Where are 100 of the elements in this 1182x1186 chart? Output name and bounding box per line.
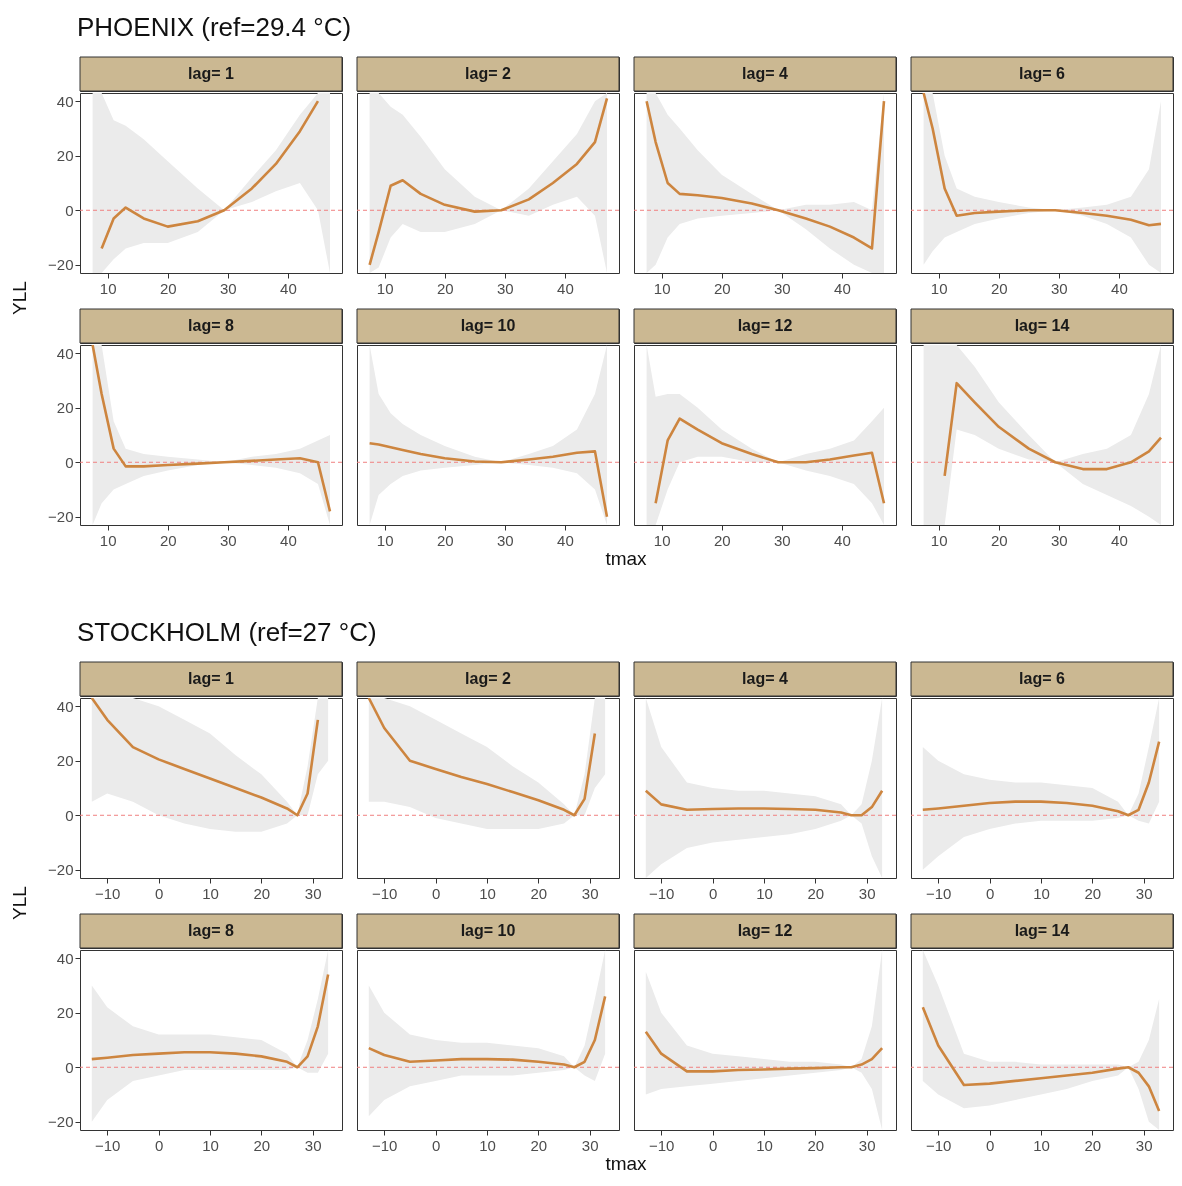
x-tick-label: 30 (496, 279, 514, 297)
x-tick-label: 20 (713, 531, 731, 549)
x-tick-label: 30 (1050, 531, 1068, 549)
x-tick-label: 0 (985, 884, 995, 902)
y-tick-label: 40 (56, 344, 74, 362)
text: PHOENIX (ref=29.4 °C) (77, 12, 352, 43)
chart-title: lag= 6 (1019, 670, 1065, 687)
y-tick-label: 0 (65, 453, 74, 471)
x-tick-label: 40 (280, 531, 297, 549)
x-tick-label: 20 (530, 884, 548, 902)
x-tick-label: 30 (496, 531, 514, 549)
y-tick-label: 20 (56, 399, 74, 417)
x-tick-label: −10 (95, 1136, 121, 1154)
y-axis-title: YLL (9, 886, 31, 920)
chart-title: lag= 2 (465, 65, 511, 82)
x-tick-label: 0 (985, 1136, 995, 1154)
x-tick-label: 10 (653, 531, 671, 549)
chart-title: lag= 4 (742, 670, 788, 687)
x-tick-label: 0 (431, 1136, 441, 1154)
x-tick-label: 10 (99, 531, 117, 549)
x-tick-label: 30 (1050, 279, 1068, 297)
x-tick-label: 0 (431, 884, 441, 902)
chart-title: lag= 4 (742, 65, 788, 82)
x-tick-label: 10 (99, 279, 117, 297)
y-tick-label: −20 (48, 256, 74, 274)
x-tick-label: 10 (756, 1136, 773, 1154)
x-tick-label: 10 (376, 531, 394, 549)
x-tick-label: 30 (304, 884, 322, 902)
x-tick-label: 20 (1084, 1136, 1102, 1154)
x-tick-label: 40 (834, 279, 851, 297)
x-tick-label: 30 (773, 279, 791, 297)
x-tick-label: 30 (304, 1136, 322, 1154)
x-tick-label: 20 (713, 279, 731, 297)
x-tick-label: −10 (926, 1136, 952, 1154)
y-tick-label: 0 (65, 806, 74, 824)
x-axis-title: tmax (605, 1153, 647, 1175)
y-tick-label: 40 (56, 949, 74, 967)
x-tick-label: 40 (557, 279, 574, 297)
x-tick-label: 20 (990, 531, 1008, 549)
chart-title: lag= 12 (737, 317, 793, 334)
text: STOCKHOLM (ref=27 °C) (77, 617, 377, 648)
x-tick-label: 20 (159, 531, 177, 549)
chart-title: lag= 1 (188, 670, 234, 687)
chart-title: lag= 12 (737, 922, 793, 939)
chart-title: lag= 14 (1014, 922, 1070, 939)
x-tick-label: 10 (1033, 1136, 1050, 1154)
x-tick-label: 10 (930, 531, 948, 549)
x-tick-label: −10 (649, 1136, 675, 1154)
chart-title: lag= 8 (188, 922, 234, 939)
x-tick-label: 20 (1084, 884, 1102, 902)
x-tick-label: 30 (1135, 884, 1153, 902)
x-tick-label: 0 (154, 884, 164, 902)
x-tick-label: 10 (930, 279, 948, 297)
x-tick-label: 10 (479, 884, 496, 902)
x-tick-label: −10 (95, 884, 121, 902)
y-tick-label: −20 (48, 508, 74, 526)
chart-title: lag= 8 (188, 317, 234, 334)
x-tick-label: −10 (372, 884, 398, 902)
x-tick-label: 30 (581, 884, 599, 902)
chart-title: lag= 10 (460, 317, 516, 334)
x-tick-label: 20 (159, 279, 177, 297)
x-tick-label: 0 (708, 1136, 718, 1154)
x-tick-label: 30 (219, 279, 237, 297)
x-tick-label: 30 (581, 1136, 599, 1154)
y-axis-title: YLL (9, 281, 31, 315)
x-tick-label: −10 (372, 1136, 398, 1154)
x-tick-label: 30 (773, 531, 791, 549)
x-tick-label: 30 (858, 1136, 876, 1154)
chart-title: lag= 1 (188, 65, 234, 82)
x-tick-label: 20 (990, 279, 1008, 297)
y-tick-label: −20 (48, 861, 74, 879)
x-tick-label: 40 (834, 531, 851, 549)
x-tick-label: −10 (649, 884, 675, 902)
y-tick-label: 0 (65, 1058, 74, 1076)
chart-title: lag= 6 (1019, 65, 1065, 82)
x-tick-label: 20 (530, 1136, 548, 1154)
x-tick-label: 30 (1135, 1136, 1153, 1154)
x-tick-label: 20 (253, 884, 271, 902)
y-tick-label: 0 (65, 201, 74, 219)
x-tick-label: 10 (653, 279, 671, 297)
x-tick-label: 10 (376, 279, 394, 297)
y-tick-label: 40 (56, 697, 74, 715)
x-axis-title: tmax (605, 548, 647, 570)
x-tick-label: 10 (1033, 884, 1050, 902)
y-tick-label: 40 (56, 92, 74, 110)
x-tick-label: 10 (479, 1136, 496, 1154)
x-tick-label: 0 (154, 1136, 164, 1154)
x-tick-label: 20 (436, 279, 454, 297)
x-tick-label: 40 (1111, 279, 1128, 297)
y-tick-label: 20 (56, 1004, 74, 1022)
x-tick-label: 40 (557, 531, 574, 549)
x-tick-label: 20 (436, 531, 454, 549)
x-tick-label: 30 (219, 531, 237, 549)
y-tick-label: 20 (56, 147, 74, 165)
x-tick-label: 10 (202, 884, 219, 902)
chart-title: lag= 2 (465, 670, 511, 687)
x-tick-label: 30 (858, 884, 876, 902)
x-tick-label: 40 (1111, 531, 1128, 549)
x-tick-label: 20 (807, 1136, 825, 1154)
y-tick-label: −20 (48, 1113, 74, 1131)
